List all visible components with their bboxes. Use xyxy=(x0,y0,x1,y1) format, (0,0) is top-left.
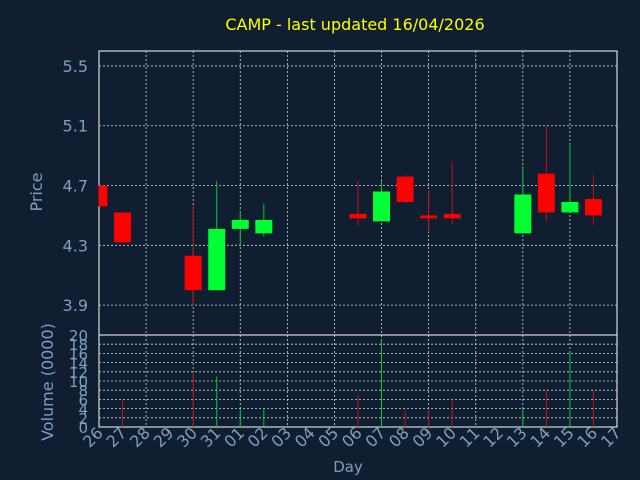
chart-title: CAMP - last updated 16/04/2026 xyxy=(225,15,484,34)
x-axis-label: Day xyxy=(333,458,363,476)
candle xyxy=(420,190,438,232)
volume-tick-label: 10 xyxy=(69,373,88,391)
candle-body xyxy=(561,201,579,213)
candle xyxy=(255,203,273,237)
candle xyxy=(537,125,555,222)
candle xyxy=(561,143,579,213)
x-tick-label: 17 xyxy=(597,423,625,451)
candle-body xyxy=(99,185,108,207)
candle-body xyxy=(443,213,461,219)
candle-body xyxy=(373,191,391,222)
volume-tick-label: 18 xyxy=(69,336,88,354)
candle xyxy=(514,166,532,234)
candle xyxy=(373,181,391,222)
volume-tick-label: 12 xyxy=(69,364,88,382)
candle xyxy=(231,210,249,246)
volume-tick-label: 2 xyxy=(78,410,88,428)
candle xyxy=(208,181,226,291)
price-tick-label: 3.9 xyxy=(63,296,88,315)
x-axis: 2627282930310102030405060708091011121314… xyxy=(79,423,625,451)
price-tick-label: 4.7 xyxy=(63,177,88,196)
volume-tick-label: 16 xyxy=(69,345,88,363)
candle-body xyxy=(349,213,367,219)
candle xyxy=(114,212,132,243)
candle-body xyxy=(255,219,273,234)
candle-body xyxy=(184,255,202,291)
volume-tick-label: 14 xyxy=(69,355,88,373)
candle-body xyxy=(514,194,532,234)
volume-tick-label: 8 xyxy=(78,382,88,400)
candle-body xyxy=(584,198,602,216)
candle xyxy=(184,204,202,306)
volume-axis-label: Volume (0000) xyxy=(38,323,57,441)
price-tick-label: 5.1 xyxy=(63,117,88,136)
candle xyxy=(443,161,461,225)
candle xyxy=(98,185,108,207)
volume-tick-label: 20 xyxy=(69,327,88,345)
price-tick-label: 4.3 xyxy=(63,236,88,255)
candle-body xyxy=(231,219,249,229)
volume-tick-label: 0 xyxy=(78,419,88,437)
candle xyxy=(349,181,367,226)
volume-tick-label: 6 xyxy=(78,391,88,409)
candle-body xyxy=(114,212,132,243)
candle xyxy=(396,175,414,204)
candle-body xyxy=(537,173,555,213)
candle-body xyxy=(396,176,414,202)
candle-body xyxy=(420,215,438,219)
price-axis-label: Price xyxy=(27,172,46,211)
price-tick-label: 5.5 xyxy=(63,57,88,76)
candle xyxy=(584,175,602,225)
price-panel: 3.9 4.3 4.7 5.1 5.5 xyxy=(63,50,618,336)
volume-tick-label: 4 xyxy=(78,401,88,419)
candle-body xyxy=(208,228,226,291)
